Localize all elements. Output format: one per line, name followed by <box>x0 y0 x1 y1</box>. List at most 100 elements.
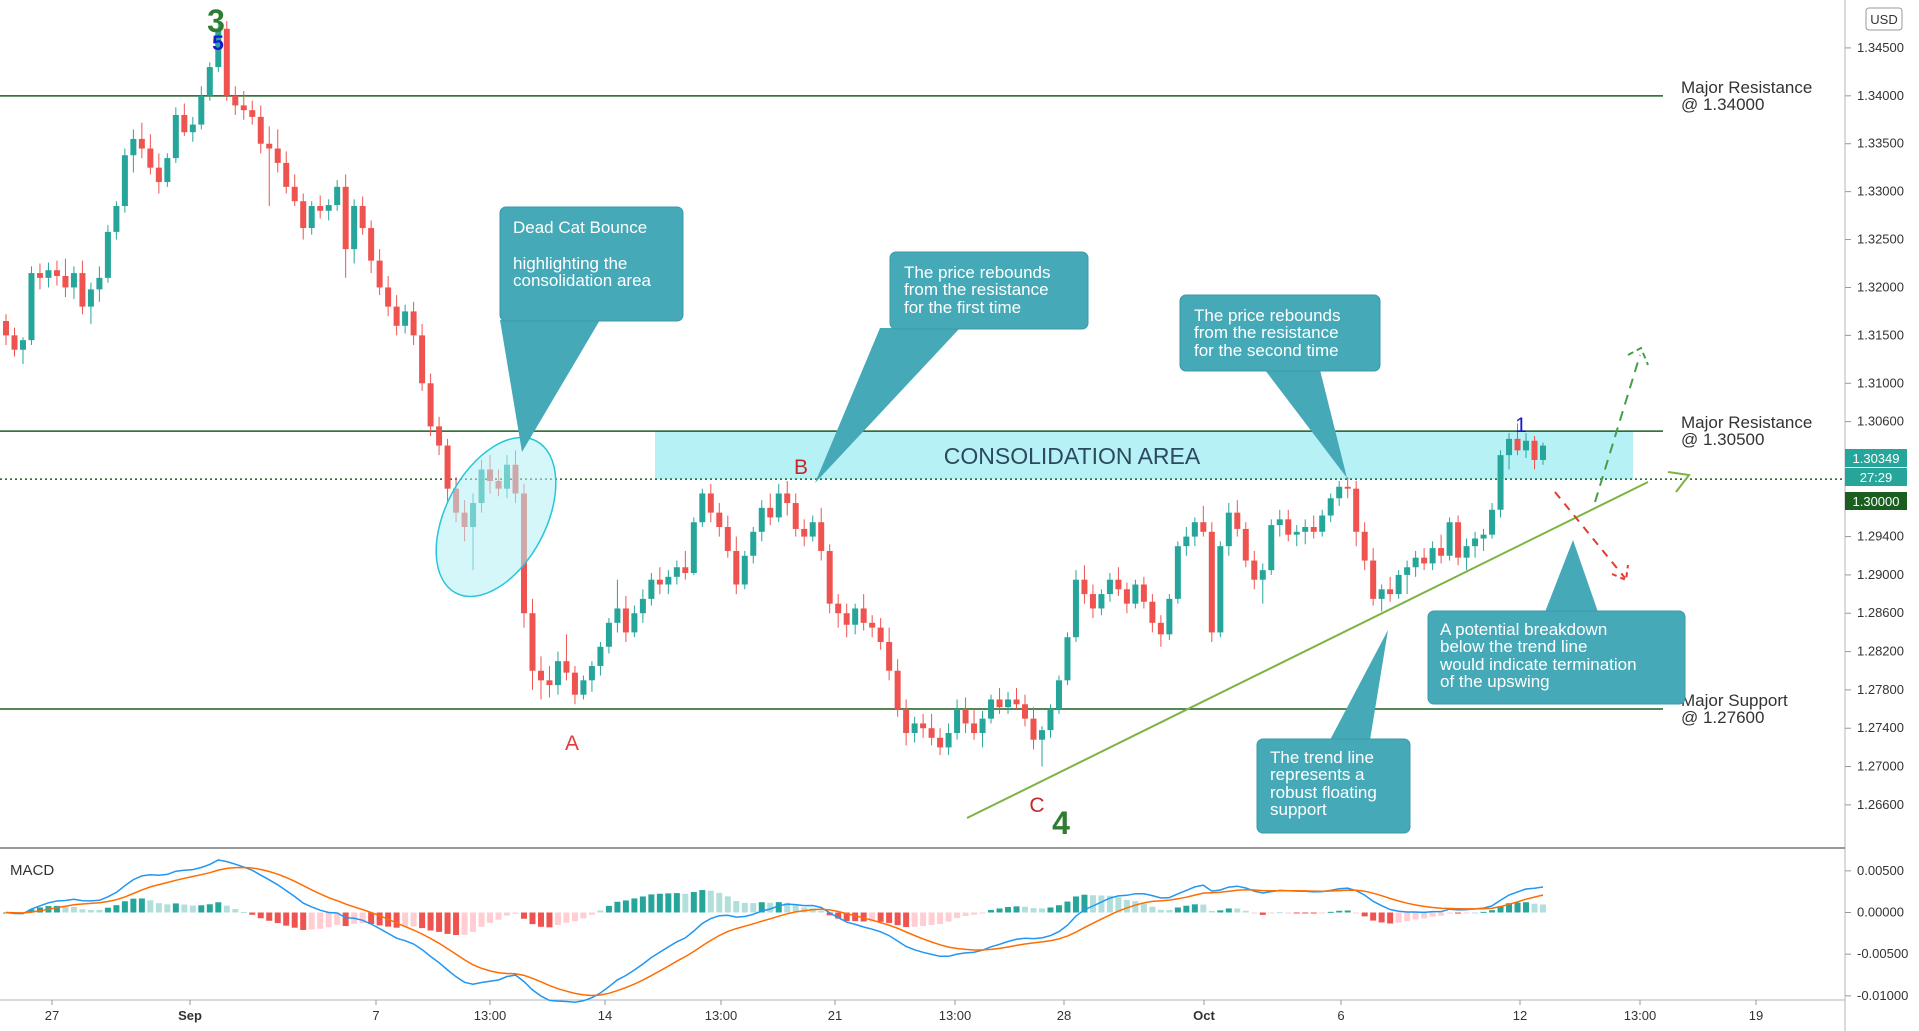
macd-histogram-bar <box>334 912 341 925</box>
callout-line: The price rebounds <box>1194 306 1340 325</box>
ascending-trend-line <box>966 481 1649 819</box>
macd-histogram-bar <box>818 910 825 913</box>
candle-body <box>1242 528 1249 561</box>
candle-body <box>300 201 307 229</box>
time-tick-label: 7 <box>372 1008 379 1023</box>
macd-histogram-bar <box>852 912 859 922</box>
macd-histogram-bar <box>470 912 477 932</box>
macd-histogram-bar <box>869 912 876 922</box>
macd-histogram-bar <box>62 906 69 913</box>
macd-histogram-bar <box>1446 912 1453 914</box>
candle-body <box>665 576 672 585</box>
price-tick-label: 1.31500 <box>1857 327 1904 342</box>
candle-body <box>317 206 324 211</box>
macd-histogram-bar <box>368 912 375 924</box>
candle-body <box>775 493 782 518</box>
consolidation-zone <box>655 431 1633 480</box>
macd-histogram-bar <box>359 912 366 924</box>
candle-body <box>1174 546 1181 599</box>
candle-body <box>860 608 867 623</box>
wave-label-A: A <box>565 732 579 755</box>
callout-line: support <box>1270 800 1327 819</box>
callout-rebound-first[interactable]: The price rebounds from the resistance f… <box>815 251 1089 483</box>
macd-histogram-bar <box>1038 908 1045 913</box>
candle-body <box>1370 560 1377 599</box>
macd-histogram-bar <box>767 902 774 913</box>
wave-label-C: C <box>1029 794 1044 817</box>
candle-body <box>1438 548 1445 556</box>
macd-histogram-bar <box>393 912 400 928</box>
macd-histogram-bar <box>639 896 646 913</box>
callout-box <box>1179 294 1381 372</box>
candle-body <box>622 608 629 633</box>
price-tick-label: 1.33500 <box>1857 136 1904 151</box>
candle-body <box>1157 622 1164 635</box>
macd-histogram-bar <box>147 900 154 913</box>
candle-body <box>1429 548 1436 564</box>
candle-body <box>266 143 273 149</box>
macd-histogram-bar <box>1005 907 1012 913</box>
macd-histogram-bar <box>232 909 239 913</box>
macd-histogram-bar <box>70 906 77 913</box>
macd-histogram-bar <box>1225 908 1232 913</box>
price-tick-label: 1.28200 <box>1857 644 1904 659</box>
candle-body <box>597 646 604 666</box>
macd-histogram-bar <box>130 898 137 913</box>
candle-body <box>79 273 86 307</box>
macd-histogram-bar <box>911 912 918 927</box>
candle-body <box>232 95 239 106</box>
macd-histogram-bar <box>1191 904 1198 913</box>
callout-pointer <box>815 328 960 483</box>
candle-body <box>1055 680 1062 710</box>
macd-histogram-bar <box>750 903 757 913</box>
candle-body <box>121 155 128 207</box>
candle-body <box>724 527 731 551</box>
candle-body <box>1098 594 1105 609</box>
macd-histogram-bar <box>325 912 332 928</box>
macd-histogram-bar <box>240 912 247 914</box>
candle-body <box>138 138 145 149</box>
macd-histogram-bar <box>1387 912 1394 924</box>
macd-histogram-bar <box>223 905 230 913</box>
macd-histogram-bar <box>1429 912 1436 917</box>
candle-body <box>1514 438 1521 451</box>
candle-body <box>546 680 553 686</box>
callout-line: represents a <box>1270 765 1365 784</box>
macd-histogram-bar <box>1140 903 1147 913</box>
price-axis-ticks: 1.34500 1.34000 1.33500 1.33000 1.32500 1.320… <box>1845 40 1904 812</box>
price-tick-label: 1.31000 <box>1857 375 1904 390</box>
candle-body <box>945 733 952 748</box>
macd-histogram-bar <box>249 912 256 915</box>
candle-body <box>580 680 587 695</box>
candle-body <box>707 493 714 513</box>
candle-body <box>444 445 451 489</box>
callout-breakdown[interactable]: A potential breakdown below the trend li… <box>1427 540 1686 705</box>
currency-badge[interactable]: USD <box>1865 7 1903 31</box>
callout-dead-cat-bounce[interactable]: Dead Cat Bounce highlighting the consoli… <box>499 206 684 452</box>
macd-histogram-bar <box>1200 904 1207 913</box>
macd-histogram-bar <box>283 912 290 926</box>
candle-body <box>1081 579 1088 595</box>
level-label-price: @ 1.27600 <box>1681 708 1764 727</box>
macd-histogram-bar <box>835 912 842 919</box>
candle-body <box>588 665 595 681</box>
macd-histogram-bar <box>164 904 171 913</box>
price-tick-label: 1.34500 <box>1857 40 1904 55</box>
candle-body <box>877 627 884 642</box>
macd-histogram-bar <box>1353 912 1360 914</box>
candle-body <box>716 512 723 528</box>
callout-trend-line[interactable]: The trend line represents a robust float… <box>1256 630 1411 834</box>
candle-body <box>1395 574 1402 595</box>
macd-histogram-bar <box>996 908 1003 913</box>
callout-rebound-second[interactable]: The price rebounds from the resistance f… <box>1179 294 1381 478</box>
macd-histogram-bar <box>928 912 935 925</box>
macd-histogram-bar <box>461 912 468 935</box>
candle-body <box>1293 531 1300 535</box>
time-tick-label: 28 <box>1057 1008 1071 1023</box>
price-tick-label: 1.29400 <box>1857 529 1904 544</box>
macd-histogram-bar <box>656 893 663 913</box>
level-price-value: 1.30000 <box>1853 494 1900 509</box>
macd-histogram-bar <box>962 912 969 917</box>
